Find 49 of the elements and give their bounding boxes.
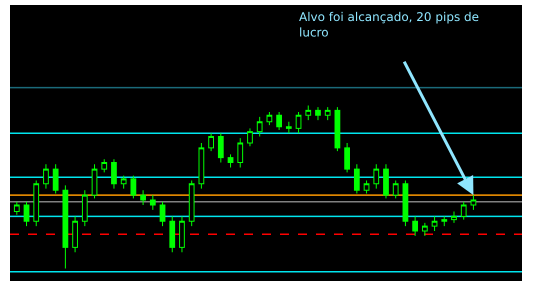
candlestick [364,180,370,194]
candlestick [305,105,312,121]
candlestick [402,180,408,227]
candlestick [208,132,214,152]
candlestick [101,158,108,173]
candlestick [169,216,176,253]
candlestick [470,194,476,210]
candlestick [62,184,68,270]
candlestick [451,210,457,224]
candlestick [120,175,127,190]
candlestick [276,112,282,130]
candlestick [392,180,399,199]
candlestick [111,158,117,190]
candlestick [43,164,49,190]
candlestick [160,201,166,227]
candlestick [188,180,195,227]
candlestick [432,216,438,232]
candlestick [266,112,272,126]
text: Alvo foi alcançado, 20 pips de lucro [299,10,480,40]
candlestick [324,106,331,121]
candlestick [14,201,20,216]
candlestick [72,216,78,253]
candlestick [140,190,146,206]
candlestick [460,201,467,220]
candlestick [354,164,360,194]
candlestick [296,112,302,134]
candlestick [24,201,30,227]
candlestick [198,142,204,190]
candlestick [412,216,418,236]
candlestick [422,222,428,236]
candlestick [92,164,98,199]
candlestick [130,175,136,199]
candlestick [247,128,253,147]
candlestick [441,216,448,227]
candlestick [150,194,156,210]
candlestick [344,142,350,173]
candlestick [256,116,263,137]
candlestick [52,164,59,194]
candlestick [383,164,389,199]
candlestick [33,180,40,227]
candlestick [286,121,292,134]
candlestick [373,164,380,190]
candlestick [237,138,244,168]
candlestick [334,106,340,152]
candlestick [82,190,88,227]
candlestick [228,154,234,168]
candlestick [218,132,224,164]
candlestick [315,106,321,121]
candlestick [179,216,185,253]
